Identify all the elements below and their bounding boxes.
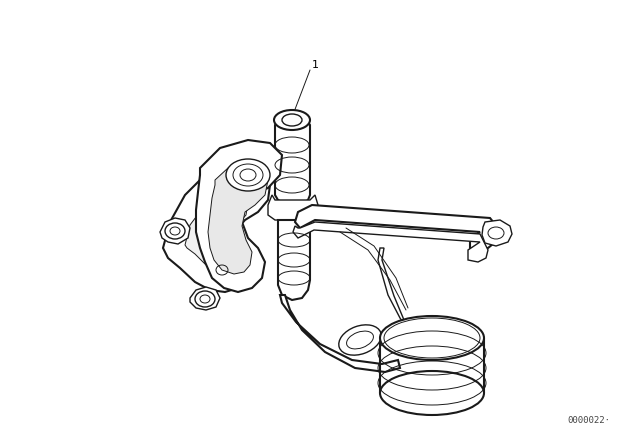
Polygon shape xyxy=(293,222,488,262)
Polygon shape xyxy=(278,220,310,300)
Text: 0000022·: 0000022· xyxy=(567,416,610,425)
Ellipse shape xyxy=(274,110,310,130)
Polygon shape xyxy=(268,195,318,220)
Ellipse shape xyxy=(226,159,270,191)
Polygon shape xyxy=(163,158,270,292)
Polygon shape xyxy=(295,205,498,248)
Ellipse shape xyxy=(380,371,484,415)
Polygon shape xyxy=(482,220,512,246)
Polygon shape xyxy=(378,248,408,340)
Polygon shape xyxy=(190,287,220,310)
Polygon shape xyxy=(160,218,190,244)
Polygon shape xyxy=(185,188,248,274)
Polygon shape xyxy=(196,140,282,292)
Polygon shape xyxy=(208,163,268,274)
Polygon shape xyxy=(275,115,310,205)
Ellipse shape xyxy=(380,316,484,360)
Text: 1: 1 xyxy=(312,60,319,70)
Polygon shape xyxy=(214,261,230,279)
Ellipse shape xyxy=(339,325,381,355)
Polygon shape xyxy=(280,295,400,372)
